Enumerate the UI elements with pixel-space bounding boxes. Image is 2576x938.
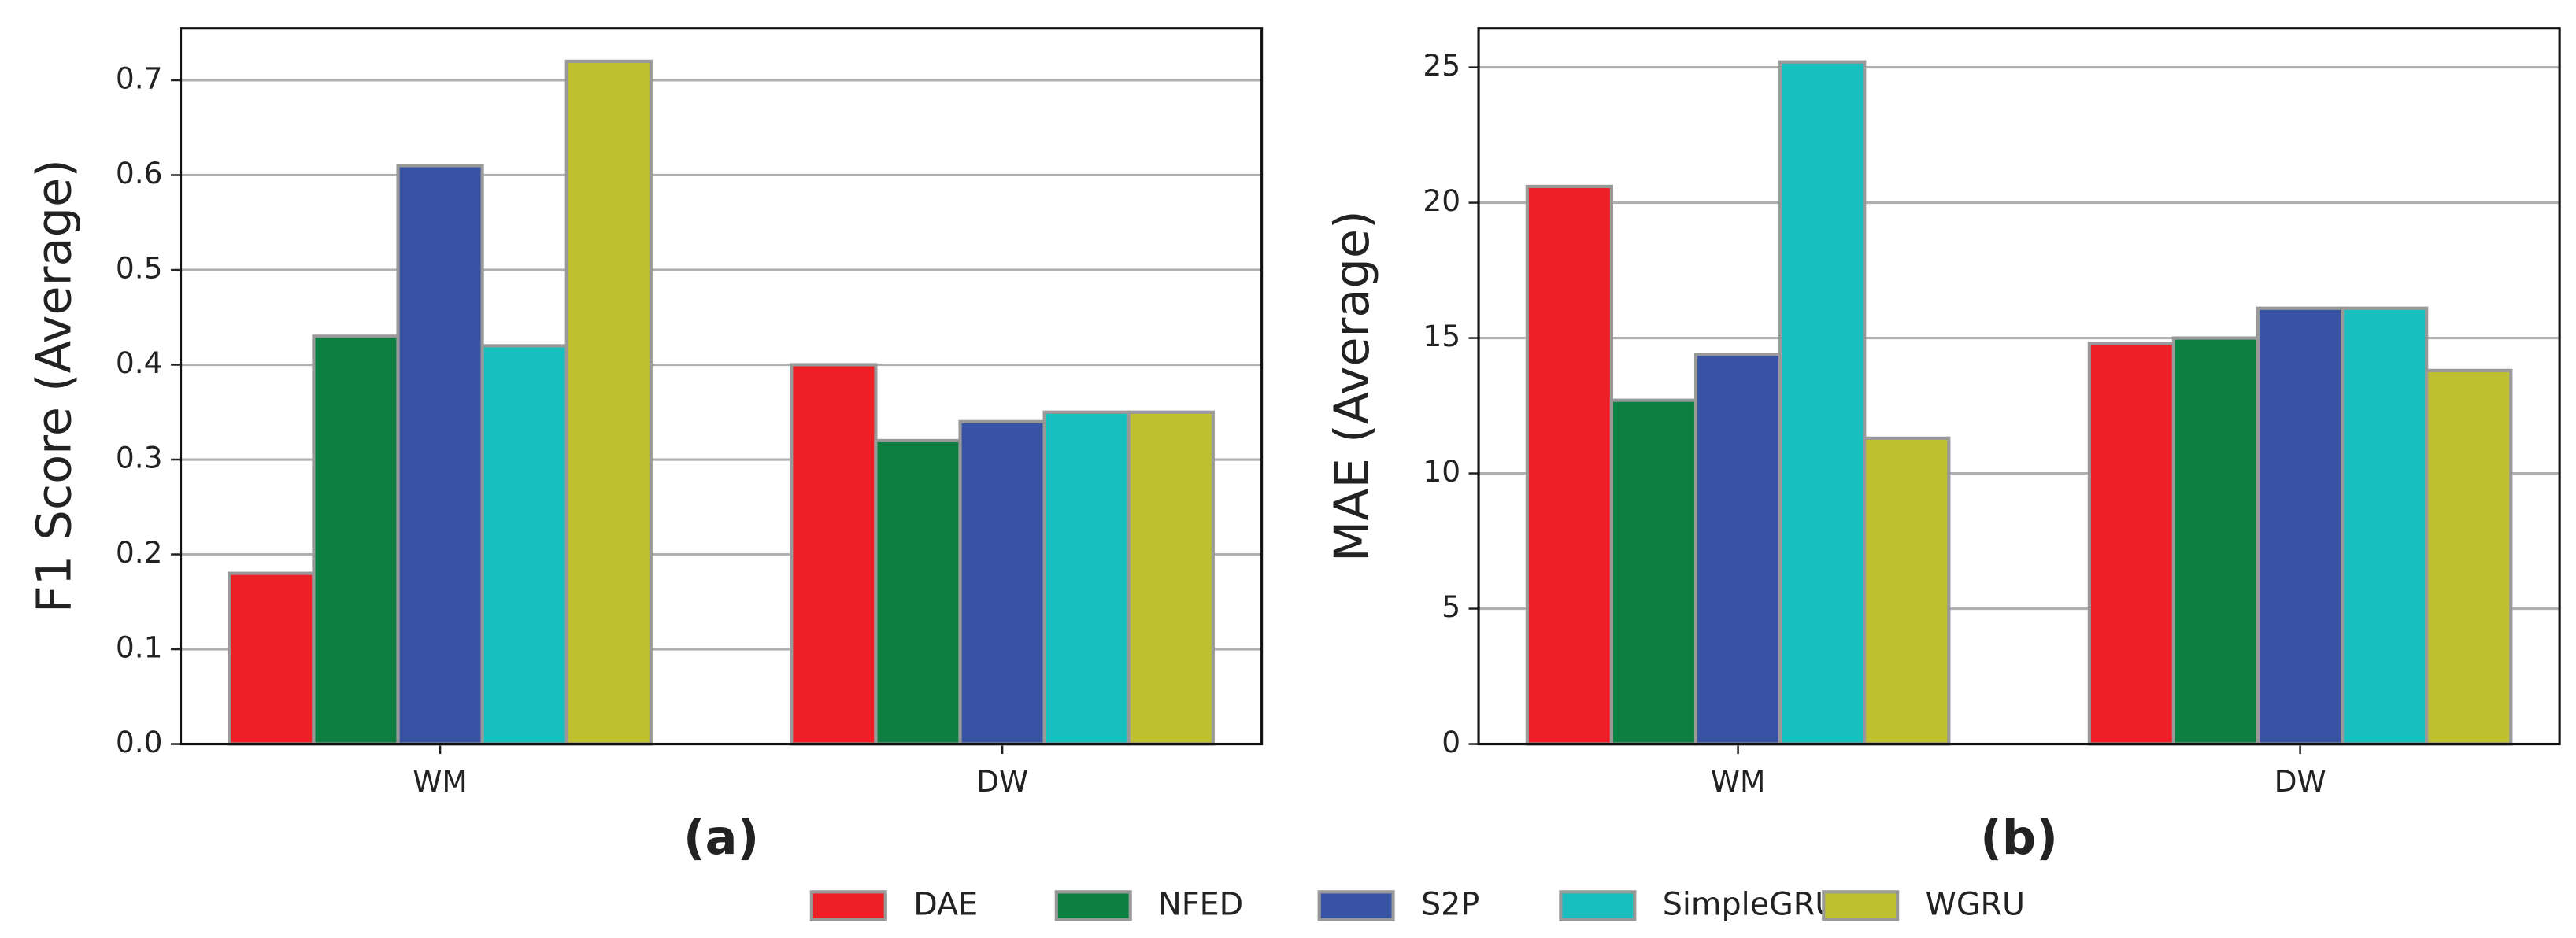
legend-swatch: [1054, 890, 1132, 921]
y-tick-label: 0.0: [116, 725, 163, 759]
bar: [874, 438, 962, 746]
panel-label: (b): [1980, 811, 2058, 866]
bar: [958, 419, 1046, 746]
bar: [2087, 342, 2176, 746]
y-tick-label: 0.3: [116, 441, 163, 475]
legend-label: NFED: [1158, 887, 1243, 923]
axes-frame: [179, 27, 1264, 746]
legend-label: SimpleGRU: [1663, 887, 1838, 923]
bar: [2341, 306, 2429, 746]
y-tick-label: 20: [1423, 183, 1460, 218]
bar: [1693, 353, 1782, 746]
bar: [1609, 398, 1698, 746]
bar: [312, 334, 400, 746]
axes-frame: [1477, 27, 2561, 746]
y-tick-label: 5: [1442, 589, 1460, 624]
y-axis-label: F1 Score (Average): [28, 159, 83, 613]
bar: [2171, 336, 2260, 746]
y-tick-label: 10: [1423, 454, 1460, 489]
bar: [1863, 436, 1951, 746]
bar: [1525, 184, 1614, 746]
legend-swatch: [809, 890, 887, 921]
bar: [1042, 410, 1131, 746]
legend-label: DAE: [913, 887, 978, 923]
legend-swatch: [1822, 890, 1900, 921]
x-tick-label: WM: [1711, 764, 1766, 799]
x-tick-label: DW: [976, 764, 1028, 799]
bar: [790, 363, 878, 746]
y-tick-label: 25: [1423, 48, 1460, 83]
legend-label: S2P: [1421, 887, 1479, 923]
x-tick-label: WM: [413, 764, 468, 799]
x-tick-label: DW: [2274, 764, 2326, 799]
bar: [2256, 306, 2345, 746]
y-tick-label: 0.6: [116, 156, 163, 190]
panel-label: (a): [683, 811, 759, 866]
y-tick-label: 0.7: [116, 61, 163, 95]
bar: [2425, 368, 2513, 746]
y-tick-label: 15: [1423, 319, 1460, 353]
bar: [1127, 410, 1215, 746]
bar: [396, 164, 484, 746]
bar: [228, 571, 316, 746]
legend-swatch: [1559, 890, 1637, 921]
bar: [480, 344, 568, 746]
legend-swatch: [1317, 890, 1395, 921]
y-tick-label: 0.4: [116, 345, 163, 380]
bar: [1778, 60, 1867, 746]
y-tick-label: 0.1: [116, 630, 163, 665]
legend-label: WGRU: [1926, 887, 2025, 923]
y-tick-label: 0: [1442, 725, 1460, 759]
bar: [564, 59, 653, 746]
y-tick-label: 0.5: [116, 251, 163, 286]
y-axis-label: MAE (Average): [1325, 210, 1380, 562]
y-tick-label: 0.2: [116, 535, 163, 570]
